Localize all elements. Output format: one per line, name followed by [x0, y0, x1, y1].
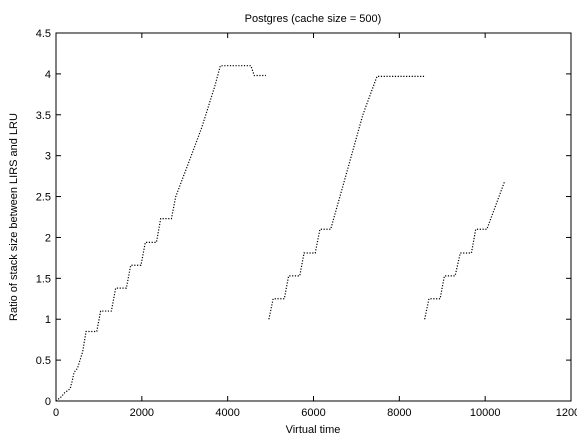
y-tick-label: 0	[45, 396, 51, 408]
y-tick-label: 0.5	[36, 355, 51, 367]
series-layer	[55, 65, 506, 402]
y-tick-label: 3.5	[36, 110, 51, 122]
series-line-segment-2	[268, 75, 425, 320]
x-tick-label: 8000	[387, 407, 411, 419]
x-tick-label: 2000	[130, 407, 154, 419]
x-axis-label: Virtual time	[286, 424, 341, 436]
plot-frame	[55, 32, 572, 402]
y-axis-label: Ratio of stack size between LIRS and LRU	[8, 113, 20, 321]
y-tick-label: 1.5	[36, 273, 51, 285]
x-tick-label: 6000	[301, 407, 325, 419]
y-tick-label: 4.5	[36, 28, 51, 40]
y-tick-label: 1	[45, 314, 51, 326]
x-tick-label: 4000	[215, 407, 239, 419]
y-tick-label: 2	[45, 232, 51, 244]
x-tick-label: 0	[53, 407, 59, 419]
x-tick-label: 10000	[470, 407, 501, 419]
y-tick-label: 3	[45, 151, 51, 163]
series-line-segment-1	[55, 65, 266, 402]
y-tick-label: 2.5	[36, 192, 51, 204]
chart-title: Postgres (cache size = 500)	[245, 13, 382, 25]
y-tick-label: 4	[45, 69, 51, 81]
